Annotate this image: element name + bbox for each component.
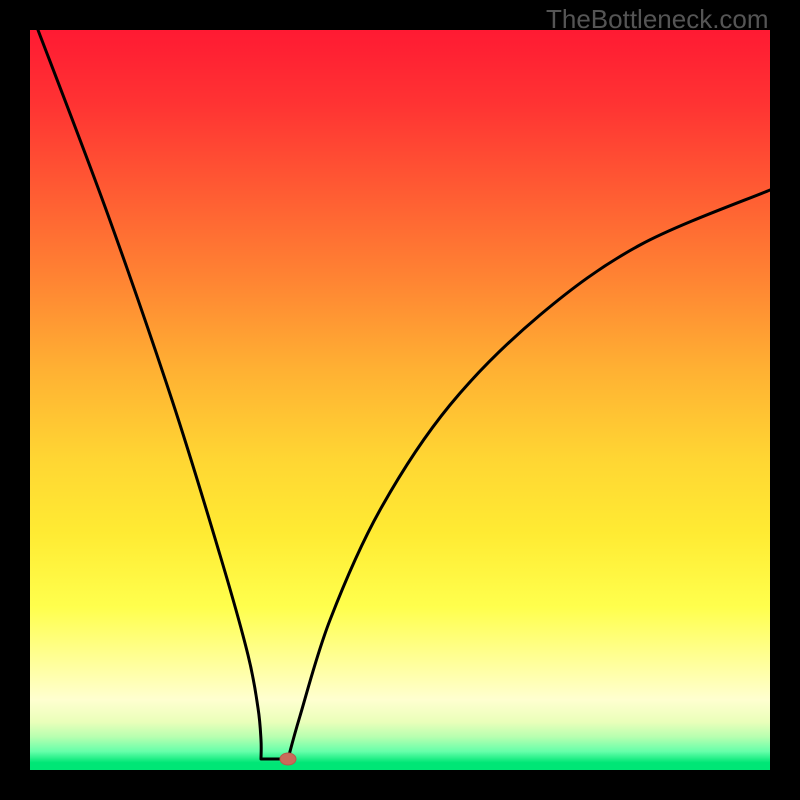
frame-bottom: [0, 770, 800, 800]
chart-stage: TheBottleneck.com: [0, 0, 800, 800]
frame-left: [0, 0, 30, 800]
frame-right: [770, 0, 800, 800]
bottleneck-curve: [0, 0, 800, 800]
curve-path: [38, 30, 770, 759]
valley-marker: [280, 753, 296, 765]
watermark-text: TheBottleneck.com: [546, 4, 769, 35]
